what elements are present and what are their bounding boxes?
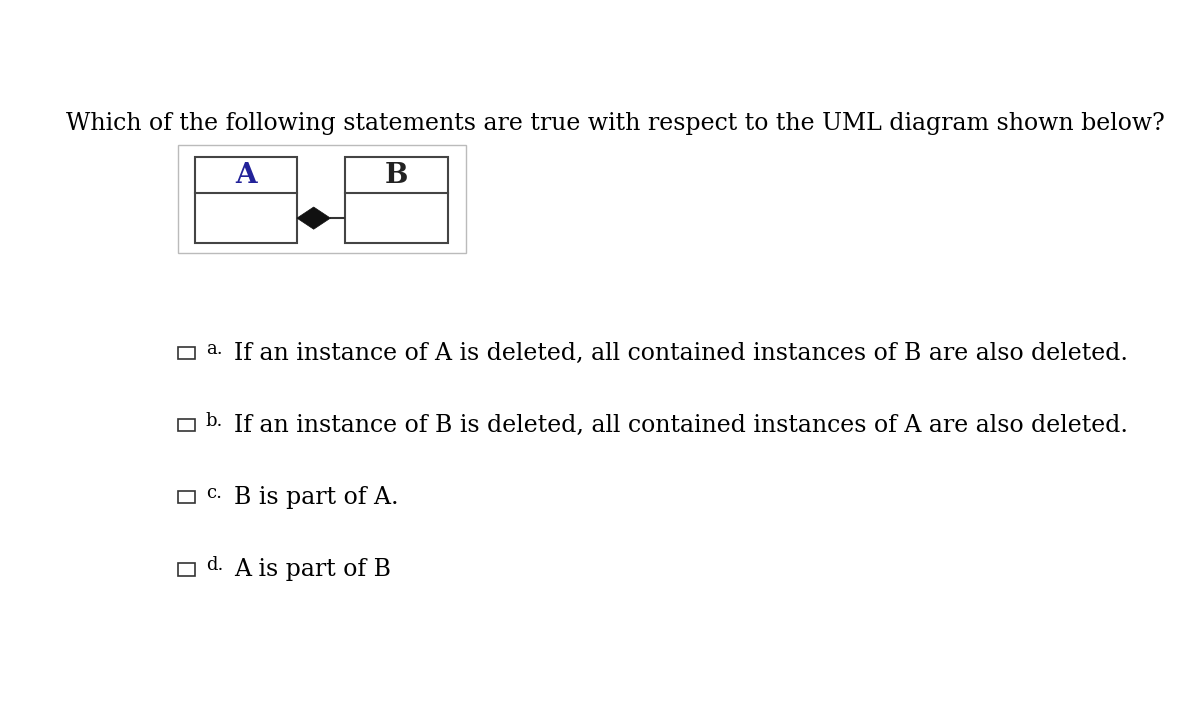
Text: A: A — [235, 162, 257, 189]
Text: B: B — [385, 162, 408, 189]
Bar — [178, 145, 466, 253]
Bar — [178, 419, 194, 431]
Bar — [346, 157, 448, 243]
Text: B is part of A.: B is part of A. — [234, 486, 398, 509]
Polygon shape — [296, 207, 330, 229]
Text: d.: d. — [206, 556, 223, 574]
Text: Which of the following statements are true with respect to the UML diagram shown: Which of the following statements are tr… — [66, 112, 1164, 135]
Bar — [178, 563, 194, 575]
Text: b.: b. — [206, 412, 223, 430]
Text: c.: c. — [206, 484, 222, 502]
Text: If an instance of A is deleted, all contained instances of B are also deleted.: If an instance of A is deleted, all cont… — [234, 342, 1128, 365]
Bar — [178, 347, 194, 359]
Text: If an instance of B is deleted, all contained instances of A are also deleted.: If an instance of B is deleted, all cont… — [234, 414, 1128, 437]
Text: A is part of B: A is part of B — [234, 558, 391, 581]
Bar — [178, 491, 194, 503]
Text: a.: a. — [206, 340, 222, 358]
Bar — [194, 157, 296, 243]
